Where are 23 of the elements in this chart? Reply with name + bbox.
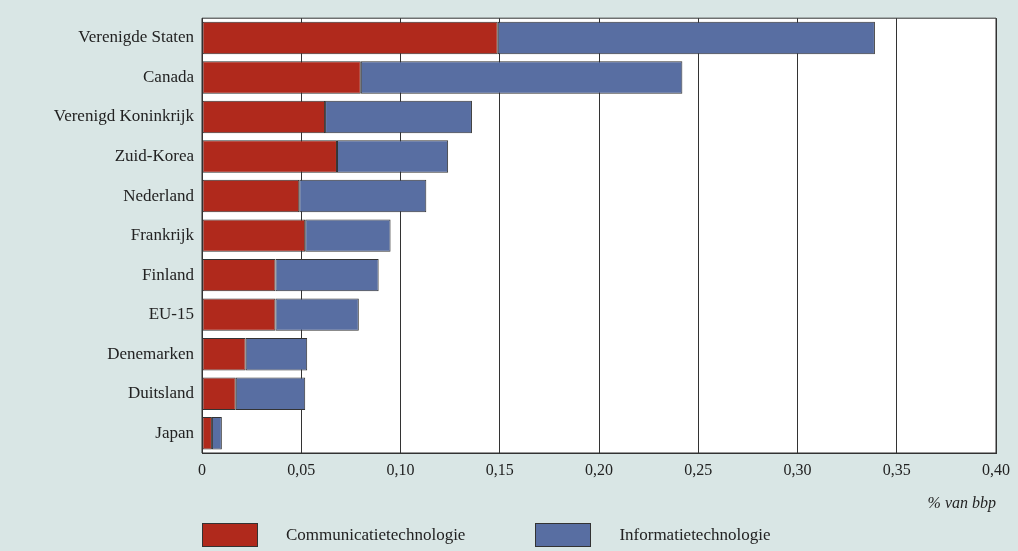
y-tick-label: EU-15 — [148, 304, 194, 324]
y-tick-label: Verenigd Koninkrijk — [53, 106, 195, 126]
x-tick-label: 0,25 — [684, 460, 713, 478]
y-tick-label: Denemarken — [107, 343, 195, 363]
legend-label: Informatietechnologie — [619, 525, 771, 545]
y-tick-label: Japan — [155, 422, 195, 442]
y-tick-label: Frankrijk — [130, 225, 195, 245]
x-tick-label: 0,20 — [585, 460, 613, 478]
y-tick-label: Finland — [142, 264, 195, 284]
legend-label: Communicatietechnologie — [286, 525, 466, 545]
x-tick-label: 0 — [198, 460, 206, 478]
y-tick-label: Duitsland — [127, 383, 195, 403]
y-tick-label: Nederland — [123, 185, 195, 205]
x-axis-title: % van bbp — [927, 493, 996, 512]
x-tick-label: 0,30 — [783, 460, 812, 478]
x-tick-label: 0,10 — [386, 460, 415, 478]
y-tick-label: Verenigde Staten — [78, 27, 195, 47]
x-tick-label: 0,40 — [982, 460, 1010, 478]
x-tick-label: 0,35 — [882, 460, 911, 478]
x-tick-label: 0,15 — [485, 460, 514, 478]
y-tick-label: Canada — [143, 66, 195, 86]
x-tick-label: 0,05 — [287, 460, 316, 478]
y-tick-label: Zuid-Korea — [114, 146, 195, 166]
